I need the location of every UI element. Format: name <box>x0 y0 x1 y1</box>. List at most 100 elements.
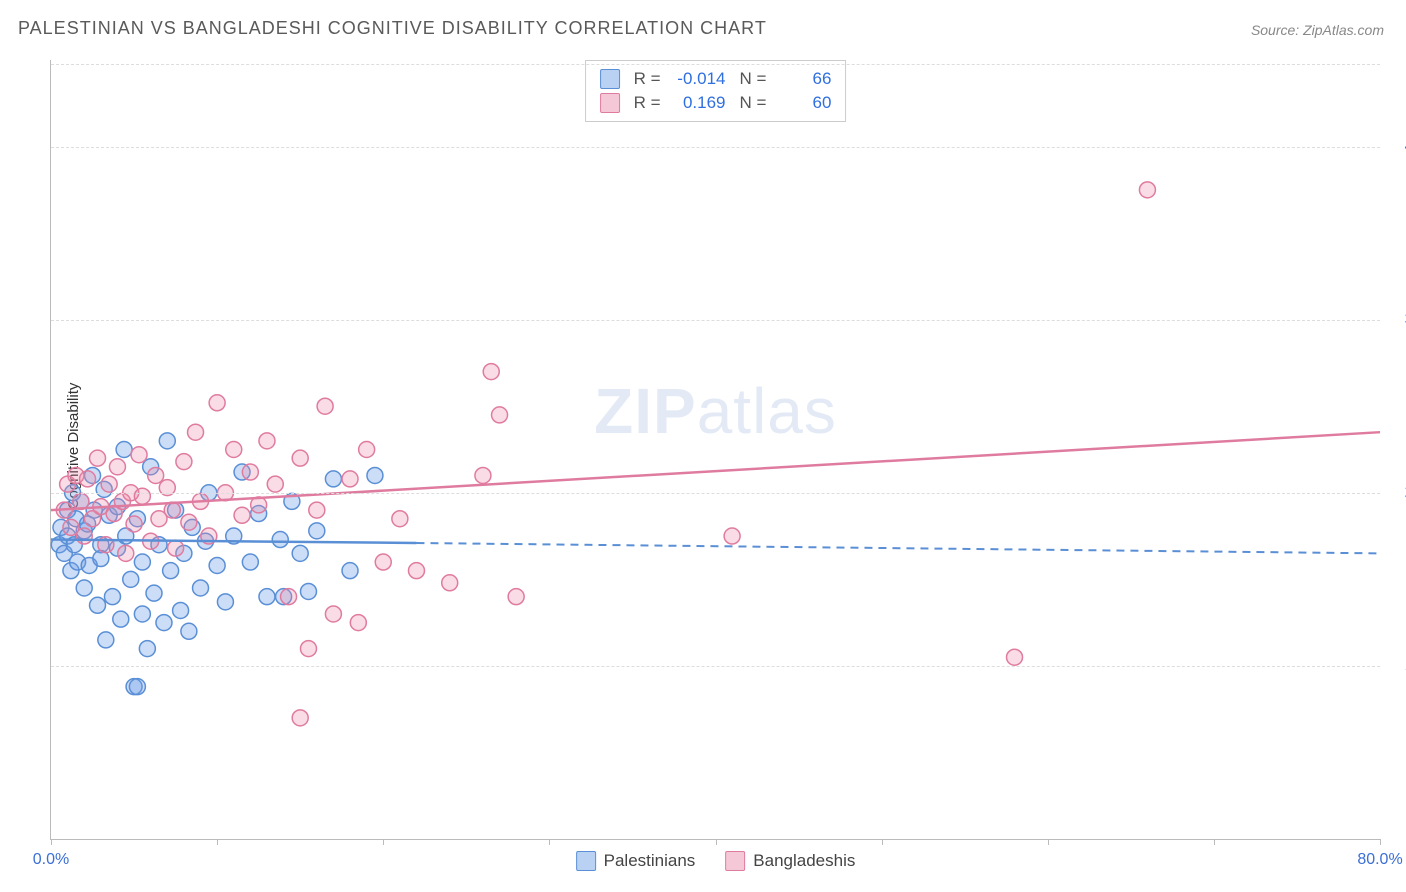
ytick-label: 40.0% <box>1390 138 1406 156</box>
scatter-point <box>292 545 308 561</box>
scatter-point <box>90 450 106 466</box>
trend-line-dashed <box>416 543 1380 553</box>
xtick <box>1380 839 1381 845</box>
xtick-label: 0.0% <box>33 851 69 869</box>
scatter-point <box>139 641 155 657</box>
gridline-h <box>51 493 1380 494</box>
series-legend: Palestinians Bangladeshis <box>576 851 856 871</box>
scatter-point <box>118 545 134 561</box>
swatch-series-0-b <box>576 851 596 871</box>
chart-svg <box>51 60 1380 839</box>
scatter-point <box>267 476 283 492</box>
scatter-point <box>80 471 96 487</box>
scatter-point <box>375 554 391 570</box>
source-label: Source: ZipAtlas.com <box>1251 22 1384 38</box>
scatter-point <box>163 563 179 579</box>
scatter-point <box>359 442 375 458</box>
scatter-point <box>508 589 524 605</box>
scatter-point <box>259 589 275 605</box>
scatter-point <box>309 502 325 518</box>
scatter-point <box>123 571 139 587</box>
scatter-point <box>724 528 740 544</box>
scatter-point <box>325 471 341 487</box>
scatter-point <box>281 589 297 605</box>
scatter-point <box>242 554 258 570</box>
scatter-point <box>309 523 325 539</box>
scatter-point <box>259 433 275 449</box>
scatter-point <box>109 459 125 475</box>
scatter-point <box>234 507 250 523</box>
ytick-label: 20.0% <box>1390 484 1406 502</box>
scatter-point <box>292 450 308 466</box>
ytick-label: 30.0% <box>1390 311 1406 329</box>
scatter-point <box>181 514 197 530</box>
scatter-point <box>134 488 150 504</box>
scatter-point <box>300 583 316 599</box>
scatter-point <box>392 511 408 527</box>
scatter-point <box>76 580 92 596</box>
scatter-point <box>217 594 233 610</box>
xtick-label: 80.0% <box>1357 851 1402 869</box>
scatter-point <box>492 407 508 423</box>
scatter-point <box>242 464 258 480</box>
scatter-point <box>148 467 164 483</box>
scatter-point <box>272 532 288 548</box>
scatter-point <box>483 364 499 380</box>
scatter-point <box>146 585 162 601</box>
scatter-point <box>442 575 458 591</box>
scatter-point <box>342 471 358 487</box>
scatter-point <box>168 540 184 556</box>
ytick-label: 10.0% <box>1390 657 1406 675</box>
scatter-point <box>176 454 192 470</box>
xtick <box>882 839 883 845</box>
scatter-point <box>76 528 92 544</box>
scatter-point <box>181 623 197 639</box>
series-1-name: Bangladeshis <box>753 851 855 871</box>
scatter-point <box>325 606 341 622</box>
scatter-point <box>126 516 142 532</box>
xtick <box>217 839 218 845</box>
scatter-point <box>342 563 358 579</box>
gridline-h <box>51 666 1380 667</box>
scatter-point <box>1007 649 1023 665</box>
scatter-point <box>367 467 383 483</box>
scatter-point <box>129 679 145 695</box>
scatter-point <box>156 615 172 631</box>
scatter-point <box>134 606 150 622</box>
plot-area: ZIPatlas R = -0.014 N = 66 R = 0.169 N =… <box>50 60 1380 840</box>
scatter-point <box>226 442 242 458</box>
scatter-point <box>113 611 129 627</box>
scatter-point <box>292 710 308 726</box>
scatter-point <box>193 580 209 596</box>
scatter-point <box>1139 182 1155 198</box>
xtick <box>716 839 717 845</box>
series-0-name: Palestinians <box>604 851 696 871</box>
scatter-point <box>90 597 106 613</box>
scatter-point <box>475 467 491 483</box>
scatter-point <box>134 554 150 570</box>
scatter-point <box>101 476 117 492</box>
scatter-point <box>300 641 316 657</box>
scatter-point <box>98 632 114 648</box>
gridline-h <box>51 320 1380 321</box>
xtick <box>1048 839 1049 845</box>
gridline-h <box>51 64 1380 65</box>
legend-item-1: Bangladeshis <box>725 851 855 871</box>
legend-item-0: Palestinians <box>576 851 696 871</box>
gridline-h <box>51 147 1380 148</box>
scatter-point <box>116 442 132 458</box>
swatch-series-1-b <box>725 851 745 871</box>
xtick <box>51 839 52 845</box>
scatter-point <box>173 602 189 618</box>
xtick <box>383 839 384 845</box>
xtick <box>549 839 550 845</box>
scatter-point <box>209 557 225 573</box>
chart-title: PALESTINIAN VS BANGLADESHI COGNITIVE DIS… <box>18 18 767 39</box>
scatter-point <box>408 563 424 579</box>
scatter-point <box>350 615 366 631</box>
scatter-point <box>131 447 147 463</box>
scatter-point <box>209 395 225 411</box>
scatter-point <box>317 398 333 414</box>
scatter-point <box>159 433 175 449</box>
scatter-point <box>104 589 120 605</box>
